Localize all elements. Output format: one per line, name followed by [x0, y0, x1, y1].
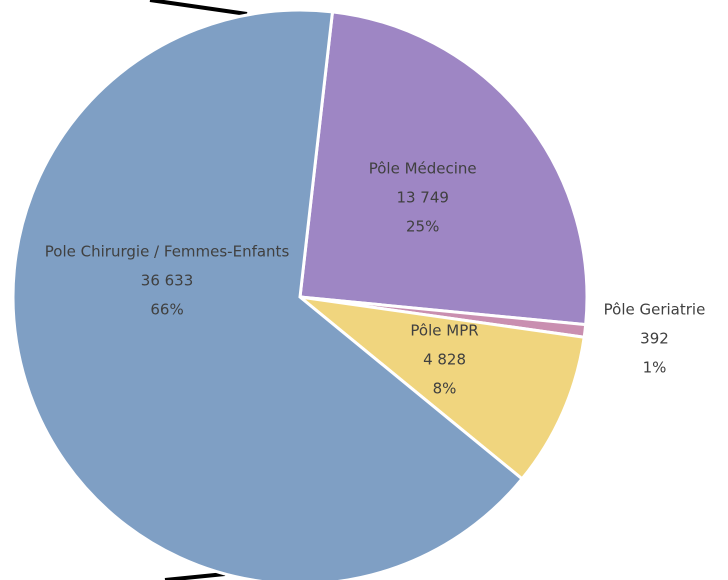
- label-line: 1%: [642, 358, 667, 377]
- label-line: 36 633: [140, 271, 194, 290]
- data-label: Pôle Médecine 13 749 25%: [293, 154, 553, 241]
- data-label: Pôle Geriatrie 392 1%: [524, 296, 728, 383]
- decor-line: [164, 572, 226, 580]
- label-line: 392: [640, 329, 669, 348]
- label-line: 13 749: [396, 188, 449, 207]
- data-label: Pole Chirurgie / Femmes-Enfants 36 633 66%: [37, 237, 297, 324]
- label-line: Pole Chirurgie / Femmes-Enfants: [44, 242, 290, 261]
- decor-line: [149, 0, 248, 16]
- label-line: 8%: [432, 379, 457, 398]
- label-line: Pôle Médecine: [368, 159, 477, 178]
- pie-slice: [298, 10, 589, 327]
- pie-slice: [294, 294, 586, 481]
- label-line: 4 828: [423, 350, 467, 369]
- label-line: 25%: [406, 217, 440, 236]
- label-line: Pôle MPR: [410, 321, 479, 340]
- label-line: 66%: [150, 300, 184, 319]
- label-line: Pôle Geriatrie: [603, 300, 706, 319]
- pie-slice: [11, 8, 525, 580]
- data-label: Pôle MPR 4 828 8%: [315, 317, 575, 404]
